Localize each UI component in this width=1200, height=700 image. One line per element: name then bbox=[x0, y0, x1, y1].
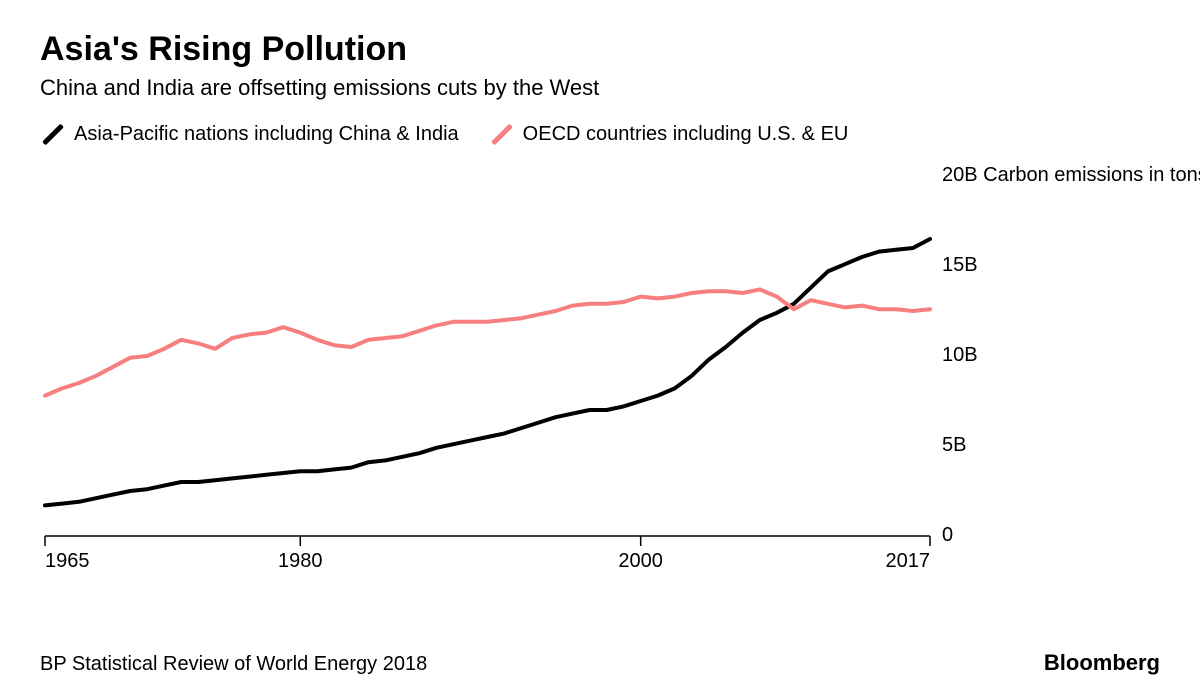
x-tick-label: 2017 bbox=[886, 550, 931, 573]
legend-swatch-asia bbox=[42, 124, 64, 146]
legend: Asia-Pacific nations including China & I… bbox=[40, 123, 1160, 146]
legend-label-oecd: OECD countries including U.S. & EU bbox=[523, 123, 849, 146]
x-tick-label: 1965 bbox=[45, 550, 90, 573]
source-text: BP Statistical Review of World Energy 20… bbox=[40, 653, 427, 676]
y-tick-label: 15B bbox=[942, 254, 978, 277]
chart-svg bbox=[40, 156, 1150, 586]
brand-logo: Bloomberg bbox=[1044, 650, 1160, 676]
y-tick-label: 10B bbox=[942, 344, 978, 367]
y-tick-label: 5B bbox=[942, 434, 966, 457]
chart-subtitle: China and India are offsetting emissions… bbox=[40, 75, 1160, 101]
legend-item-asia: Asia-Pacific nations including China & I… bbox=[40, 123, 459, 146]
y-tick-label: 0 bbox=[942, 524, 953, 547]
legend-item-oecd: OECD countries including U.S. & EU bbox=[489, 123, 849, 146]
chart-area: 20B Carbon emissions in tons05B10B15B196… bbox=[40, 156, 1150, 586]
x-tick-label: 2000 bbox=[618, 550, 663, 573]
legend-label-asia: Asia-Pacific nations including China & I… bbox=[74, 123, 459, 146]
x-tick-label: 1980 bbox=[278, 550, 323, 573]
y-axis-unit-label: 20B Carbon emissions in tons bbox=[942, 164, 1200, 187]
legend-swatch-oecd bbox=[491, 124, 513, 146]
chart-title: Asia's Rising Pollution bbox=[40, 30, 1160, 69]
